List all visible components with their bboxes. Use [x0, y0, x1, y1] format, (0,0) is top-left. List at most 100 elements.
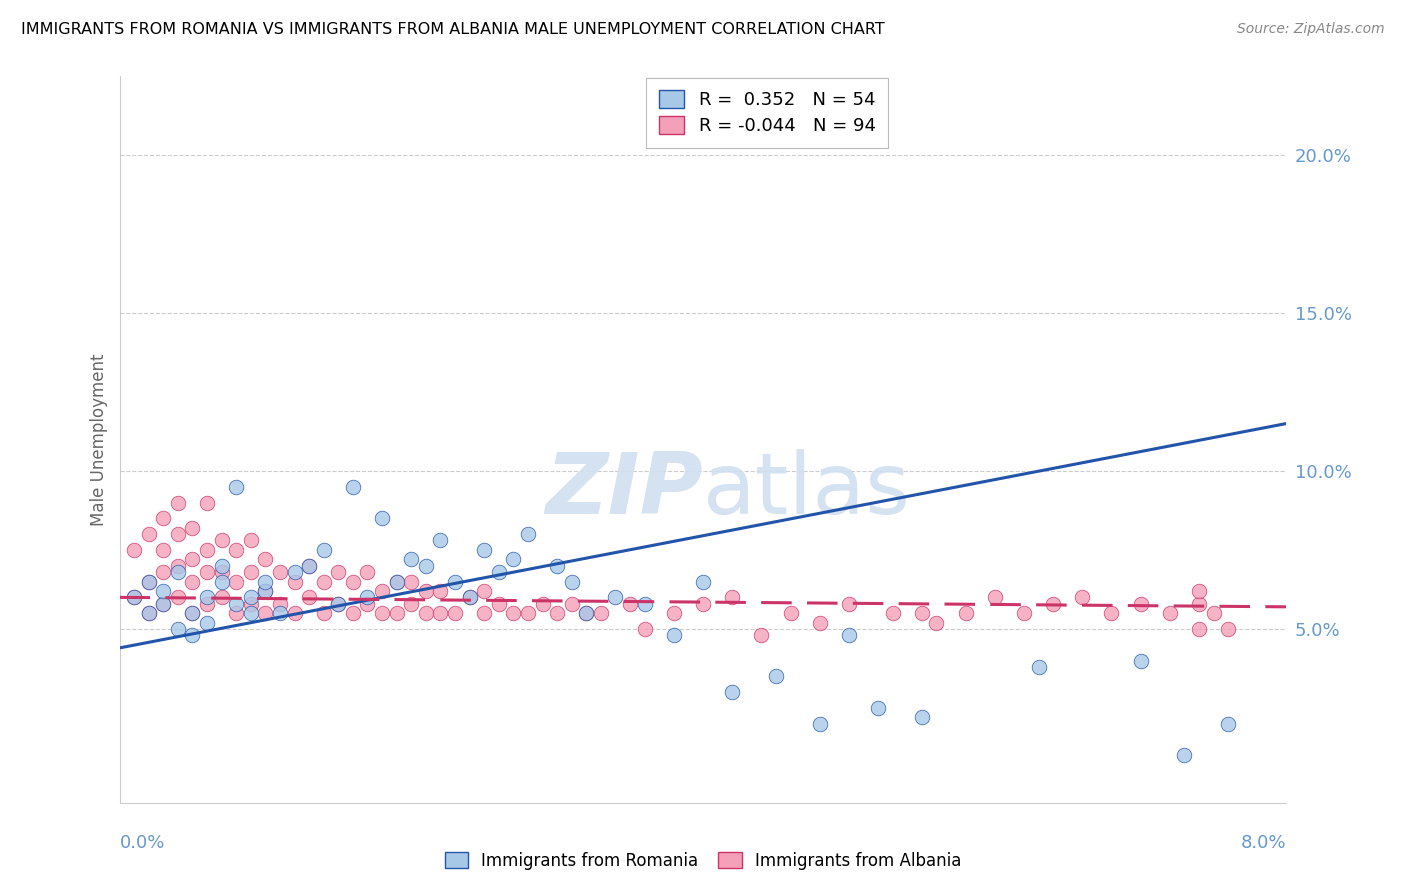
Point: [751, 628, 773, 642]
Point: [225, 480, 247, 494]
Point: [166, 495, 188, 509]
Point: [619, 597, 641, 611]
Point: [269, 597, 291, 611]
Point: [181, 552, 204, 566]
Point: [254, 584, 277, 599]
Point: [911, 710, 934, 724]
Point: [195, 597, 218, 611]
Point: [122, 591, 145, 605]
Point: [415, 558, 437, 573]
Point: [371, 584, 394, 599]
Point: [239, 591, 262, 605]
Point: [1159, 606, 1181, 620]
Point: [239, 597, 262, 611]
Point: [1101, 606, 1123, 620]
Point: [152, 511, 174, 525]
Point: [356, 565, 378, 579]
Point: [269, 606, 291, 620]
Point: [181, 628, 204, 642]
Point: [225, 606, 247, 620]
Text: IMMIGRANTS FROM ROMANIA VS IMMIGRANTS FROM ALBANIA MALE UNEMPLOYMENT CORRELATION: IMMIGRANTS FROM ROMANIA VS IMMIGRANTS FR…: [21, 22, 884, 37]
Legend: R =  0.352   N = 54, R = -0.044   N = 94: R = 0.352 N = 54, R = -0.044 N = 94: [647, 78, 889, 148]
Point: [152, 584, 174, 599]
Point: [633, 622, 655, 636]
Point: [138, 606, 160, 620]
Point: [838, 597, 860, 611]
Point: [911, 606, 934, 620]
Point: [662, 606, 685, 620]
Point: [1012, 606, 1035, 620]
Point: [211, 533, 233, 548]
Point: [1218, 622, 1240, 636]
Point: [152, 597, 174, 611]
Point: [458, 591, 481, 605]
Point: [312, 606, 335, 620]
Point: [122, 543, 145, 558]
Point: [866, 701, 889, 715]
Point: [415, 584, 437, 599]
Point: [298, 558, 321, 573]
Point: [269, 565, 291, 579]
Point: [589, 606, 612, 620]
Point: [166, 527, 188, 541]
Point: [138, 574, 160, 589]
Point: [312, 543, 335, 558]
Point: [328, 565, 350, 579]
Point: [546, 558, 568, 573]
Point: [284, 606, 307, 620]
Point: [838, 628, 860, 642]
Point: [692, 574, 714, 589]
Point: [633, 597, 655, 611]
Point: [517, 527, 540, 541]
Point: [984, 591, 1007, 605]
Point: [517, 606, 540, 620]
Point: [575, 606, 598, 620]
Point: [312, 574, 335, 589]
Point: [561, 574, 583, 589]
Point: [444, 574, 467, 589]
Point: [195, 543, 218, 558]
Point: [472, 543, 495, 558]
Point: [371, 511, 394, 525]
Point: [458, 591, 481, 605]
Point: [721, 591, 744, 605]
Point: [808, 716, 831, 731]
Point: [531, 597, 554, 611]
Point: [925, 615, 948, 630]
Point: [1188, 597, 1211, 611]
Point: [385, 606, 408, 620]
Point: [254, 584, 277, 599]
Point: [429, 606, 451, 620]
Point: [166, 558, 188, 573]
Point: [211, 591, 233, 605]
Point: [605, 591, 627, 605]
Point: [575, 606, 598, 620]
Point: [181, 574, 204, 589]
Point: [181, 606, 204, 620]
Point: [342, 606, 364, 620]
Point: [152, 565, 174, 579]
Point: [152, 543, 174, 558]
Point: [721, 685, 744, 699]
Point: [488, 565, 510, 579]
Point: [561, 597, 583, 611]
Point: [328, 597, 350, 611]
Y-axis label: Male Unemployment: Male Unemployment: [90, 353, 108, 525]
Point: [955, 606, 977, 620]
Point: [284, 574, 307, 589]
Point: [488, 597, 510, 611]
Point: [298, 558, 321, 573]
Point: [356, 591, 378, 605]
Point: [122, 591, 145, 605]
Point: [181, 606, 204, 620]
Point: [254, 574, 277, 589]
Text: atlas: atlas: [703, 449, 911, 532]
Point: [195, 615, 218, 630]
Point: [692, 597, 714, 611]
Point: [472, 584, 495, 599]
Point: [152, 597, 174, 611]
Point: [211, 574, 233, 589]
Text: 8.0%: 8.0%: [1241, 834, 1286, 852]
Point: [1071, 591, 1094, 605]
Point: [502, 552, 524, 566]
